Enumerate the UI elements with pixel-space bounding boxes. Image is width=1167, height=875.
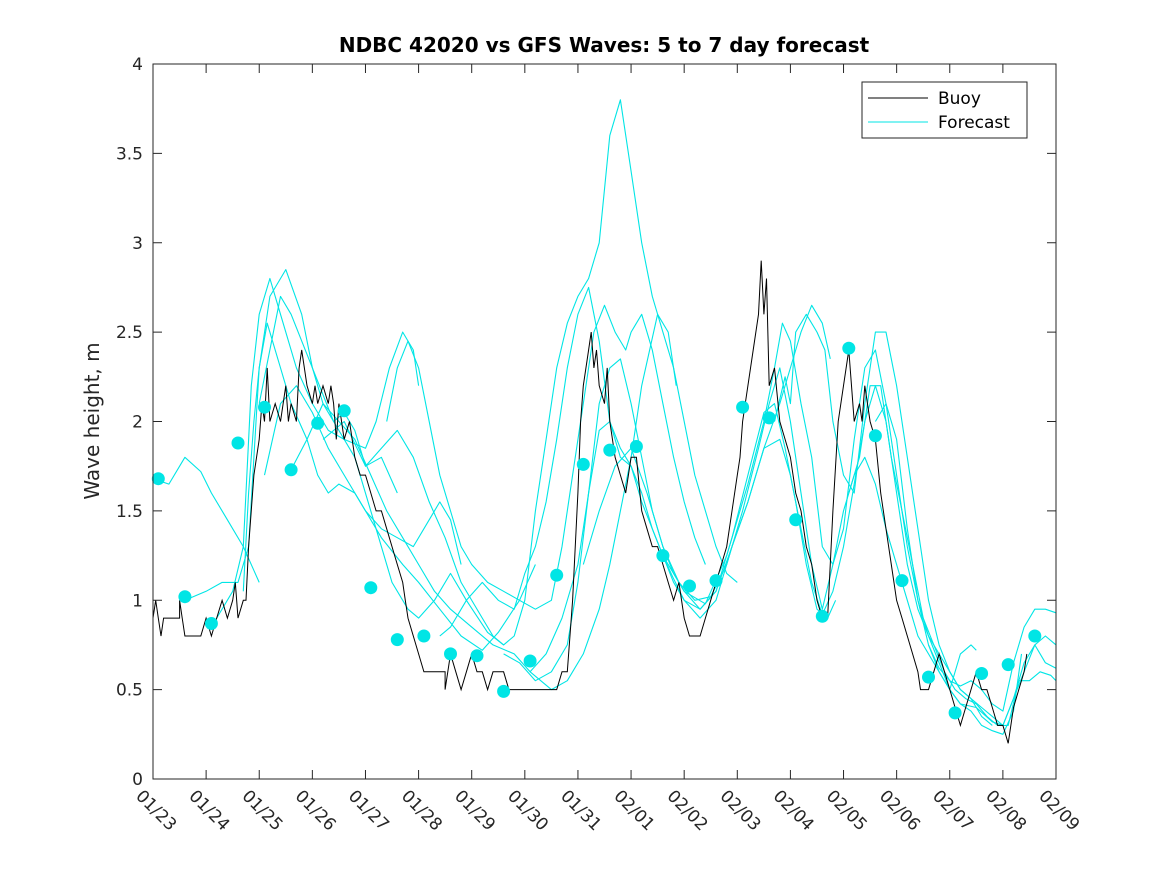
forecast-marker-5 (284, 463, 298, 477)
forecast-run-8 (386, 304, 706, 610)
forecast-marker-0 (151, 472, 165, 486)
forecast-run-13 (662, 322, 1057, 726)
forecast-marker-16 (576, 457, 590, 471)
forecast-marker-19 (656, 549, 670, 563)
chart-title: NDBC 42020 vs GFS Waves: 5 to 7 day fore… (339, 33, 870, 57)
y-tick-label: 1.5 (116, 502, 143, 522)
forecast-run-7 (322, 99, 738, 646)
forecast-run-4 (258, 295, 504, 646)
forecast-marker-2 (204, 617, 218, 630)
forecast-marker-25 (815, 609, 829, 623)
forecast-marker-32 (1001, 658, 1015, 672)
forecast-marker-28 (895, 574, 909, 588)
y-tick-label: 3.5 (116, 144, 143, 164)
forecast-marker-1 (178, 590, 192, 604)
forecast-marker-33 (1028, 629, 1042, 643)
buoy-series (152, 260, 1028, 744)
forecast-run-0 (152, 456, 260, 583)
forecast-marker-27 (868, 429, 882, 443)
forecast-marker-18 (629, 440, 643, 453)
forecast-marker-11 (444, 647, 457, 661)
forecast-marker-24 (789, 513, 803, 527)
y-tick-label: 4 (132, 55, 143, 75)
forecast-run-3 (242, 322, 462, 592)
forecast-marker-20 (683, 579, 696, 593)
y-tick-label: 2.5 (116, 323, 143, 343)
legend-label-forecast: Forecast (938, 113, 1010, 133)
legend-box (861, 81, 1028, 139)
forecast-marker-15 (550, 568, 564, 582)
forecast-marker-4 (258, 400, 271, 414)
forecast-marker-21 (709, 574, 723, 588)
forecast-run-5 (263, 385, 536, 651)
forecast-marker-7 (337, 404, 351, 418)
forecast-marker-13 (497, 684, 511, 698)
forecast-marker-3 (231, 436, 245, 450)
y-tick-label: 1 (132, 591, 143, 611)
forecast-marker-8 (364, 581, 378, 595)
forecast-marker-14 (523, 654, 537, 668)
forecast-marker-9 (390, 633, 404, 647)
legend: Buoy Forecast (861, 81, 1028, 139)
forecast-marker-10 (417, 629, 431, 643)
y-tick-label: 0.5 (116, 681, 143, 701)
forecast-marker-23 (762, 411, 776, 425)
forecast-marker-31 (975, 667, 989, 680)
forecast-marker-22 (736, 400, 750, 414)
forecast-marker-26 (842, 341, 856, 355)
forecast-run-14 (773, 313, 1057, 726)
plot-area (153, 64, 1056, 779)
y-tick-label: 0 (132, 770, 143, 790)
y-axis-label: Wave height, m (80, 342, 104, 499)
forecast-marker-6 (311, 416, 325, 430)
forecast-marker-29 (922, 670, 935, 684)
forecast-markers (151, 341, 1042, 720)
forecast-run-15 (848, 385, 1057, 726)
buoy-line (152, 260, 1028, 744)
y-tick-label: 3 (132, 234, 143, 254)
y-tick-label: 2 (132, 413, 143, 433)
legend-label-buoy: Buoy (938, 89, 981, 109)
forecast-marker-30 (948, 706, 962, 720)
forecast-marker-17 (603, 443, 617, 457)
forecast-marker-12 (470, 649, 484, 663)
forecast-run-17 (927, 608, 1057, 712)
